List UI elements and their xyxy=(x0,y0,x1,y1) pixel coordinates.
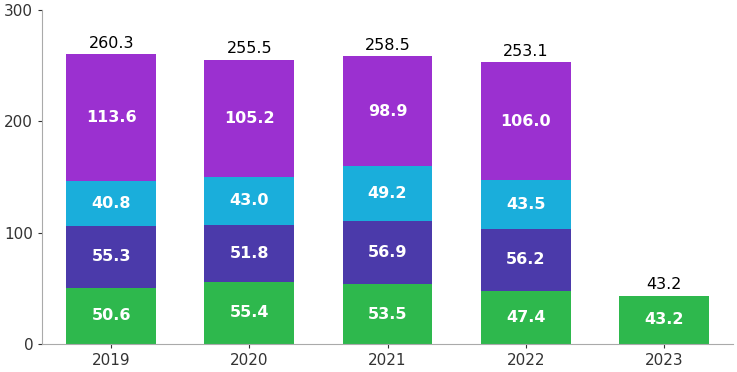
Bar xyxy=(204,225,294,282)
Text: 113.6: 113.6 xyxy=(86,110,136,125)
Text: 49.2: 49.2 xyxy=(368,186,408,201)
Bar xyxy=(204,60,294,177)
Text: 43.0: 43.0 xyxy=(230,193,269,208)
Bar xyxy=(66,226,156,288)
Text: 43.2: 43.2 xyxy=(646,278,682,292)
Bar xyxy=(619,296,709,344)
Text: 258.5: 258.5 xyxy=(365,38,411,53)
Text: 47.4: 47.4 xyxy=(506,310,545,325)
Text: 255.5: 255.5 xyxy=(226,41,272,56)
Bar xyxy=(481,180,570,228)
Text: 98.9: 98.9 xyxy=(368,104,408,119)
Bar xyxy=(481,228,570,291)
Bar xyxy=(481,291,570,344)
Bar xyxy=(204,177,294,225)
Text: 51.8: 51.8 xyxy=(230,246,269,261)
Bar xyxy=(66,288,156,344)
Text: 40.8: 40.8 xyxy=(91,196,131,211)
Bar xyxy=(343,284,433,344)
Text: 105.2: 105.2 xyxy=(224,111,275,126)
Text: 43.5: 43.5 xyxy=(506,197,545,212)
Text: 53.5: 53.5 xyxy=(368,307,408,321)
Text: 106.0: 106.0 xyxy=(500,114,551,129)
Text: 253.1: 253.1 xyxy=(503,44,548,59)
Bar xyxy=(66,54,156,181)
Text: 56.9: 56.9 xyxy=(368,245,408,260)
Text: 55.4: 55.4 xyxy=(230,305,269,321)
Bar xyxy=(343,221,433,284)
Bar xyxy=(66,181,156,226)
Text: 50.6: 50.6 xyxy=(91,308,131,323)
Bar xyxy=(343,166,433,221)
Text: 55.3: 55.3 xyxy=(91,249,131,264)
Text: 56.2: 56.2 xyxy=(506,252,545,267)
Text: 260.3: 260.3 xyxy=(88,36,134,51)
Bar xyxy=(481,62,570,180)
Bar xyxy=(204,282,294,344)
Bar xyxy=(343,56,433,166)
Text: 43.2: 43.2 xyxy=(644,312,683,327)
